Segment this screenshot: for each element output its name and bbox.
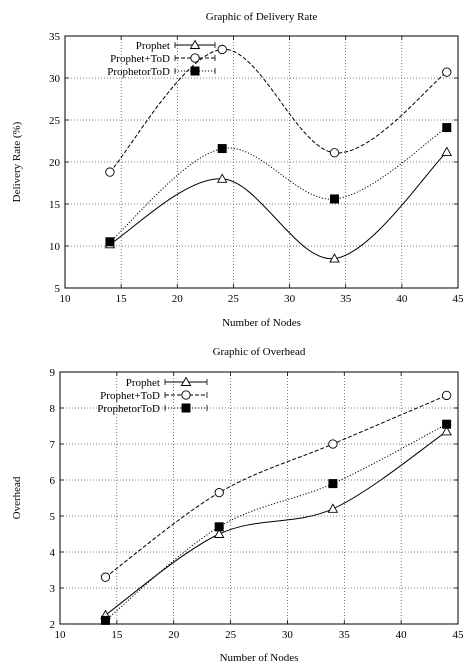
series-square [100,419,452,625]
legend-label: ProphetorToD [97,403,160,415]
x-tick-label: 45 [453,293,465,305]
series-line-0 [109,151,448,260]
square-marker-1 [214,522,224,532]
triangle-marker-1 [213,528,225,538]
x-tick-label: 25 [228,293,240,305]
y-tick-label: 15 [49,199,61,211]
grid [60,372,458,624]
y-axis-label: Overhead [11,476,23,519]
series-circle [105,44,452,177]
x-tick-label: 35 [340,293,352,305]
x-tick-label: 40 [396,629,408,641]
y-tick-label: 3 [50,583,56,595]
y-tick-label: 7 [50,439,56,451]
x-tick-label: 15 [111,629,123,641]
x-tick-label: 30 [284,293,296,305]
triangle-marker-legend-0 [189,39,201,49]
y-tick-label: 10 [49,241,61,253]
y-tick-label: 20 [49,157,61,169]
y-tick-label: 35 [49,31,61,43]
legend-label: Prophet+ToD [100,390,160,402]
plot-frame [59,371,459,625]
square-marker-2 [328,479,338,489]
series-circle [100,390,452,582]
legend-label: Prophet [126,377,160,389]
square-marker-3 [442,123,452,133]
series-square [105,123,452,247]
chart-title: Graphic of Delivery Rate [206,11,318,23]
square-marker-1 [217,144,227,154]
square-marker-0 [100,615,110,625]
circle-marker-3 [441,390,452,401]
circle-marker-0 [100,572,111,582]
series-line-2 [109,127,448,243]
chart-title: Graphic of Overhead [213,346,306,358]
square-marker-0 [105,237,115,247]
grid [65,36,458,288]
circle-marker-legend-1 [190,53,200,63]
x-tick-label: 10 [55,629,67,641]
x-tick-label: 35 [339,629,351,641]
series-line-1 [109,48,448,173]
x-tick-label: 15 [116,293,128,305]
circle-marker-2 [328,439,338,449]
x-tick-label: 40 [396,293,408,305]
y-tick-label: 4 [50,547,56,559]
triangle-marker-3 [441,146,453,156]
x-axis-label: Number of Nodes [222,317,301,329]
y-tick-label: 5 [55,283,61,295]
square-marker-3 [442,419,452,429]
y-axis-label: Delivery Rate (%) [11,121,23,202]
square-marker-legend-2 [190,66,200,76]
legend-label: ProphetorToD [107,66,170,78]
series-line-2 [105,423,447,621]
x-tick-label: 25 [225,629,237,641]
circle-marker-legend-1 [181,390,191,400]
circle-marker-3 [442,67,452,77]
x-tick-label: 30 [282,629,294,641]
legend-label: Prophet+ToD [110,53,170,65]
x-tick-label: 45 [453,629,465,641]
x-tick-label: 20 [168,629,180,641]
y-tick-label: 8 [50,403,56,415]
square-marker-2 [329,194,339,204]
series-line-1 [105,394,447,578]
y-tick-label: 9 [50,367,56,379]
triangle-marker-legend-0 [180,376,192,386]
legend-label: Prophet [136,40,170,52]
circle-marker-2 [329,148,340,158]
circle-marker-0 [105,167,115,177]
circle-marker-1 [217,44,227,55]
square-marker-legend-2 [181,403,191,413]
y-tick-label: 2 [50,619,56,631]
x-axis-label: Number of Nodes [220,652,299,664]
series-triangle [100,425,452,619]
y-tick-label: 30 [49,73,61,85]
triangle-marker-2 [327,503,339,513]
series-triangle [104,146,453,263]
x-tick-label: 20 [172,293,184,305]
x-tick-label: 10 [60,293,72,305]
series-line-0 [105,430,447,616]
triangle-marker-3 [441,425,452,436]
triangle-marker-2 [329,253,340,263]
y-tick-label: 25 [49,115,61,127]
triangle-marker-1 [216,173,228,183]
circle-marker-1 [214,487,224,498]
y-tick-label: 6 [50,475,56,487]
y-tick-label: 5 [50,511,56,523]
